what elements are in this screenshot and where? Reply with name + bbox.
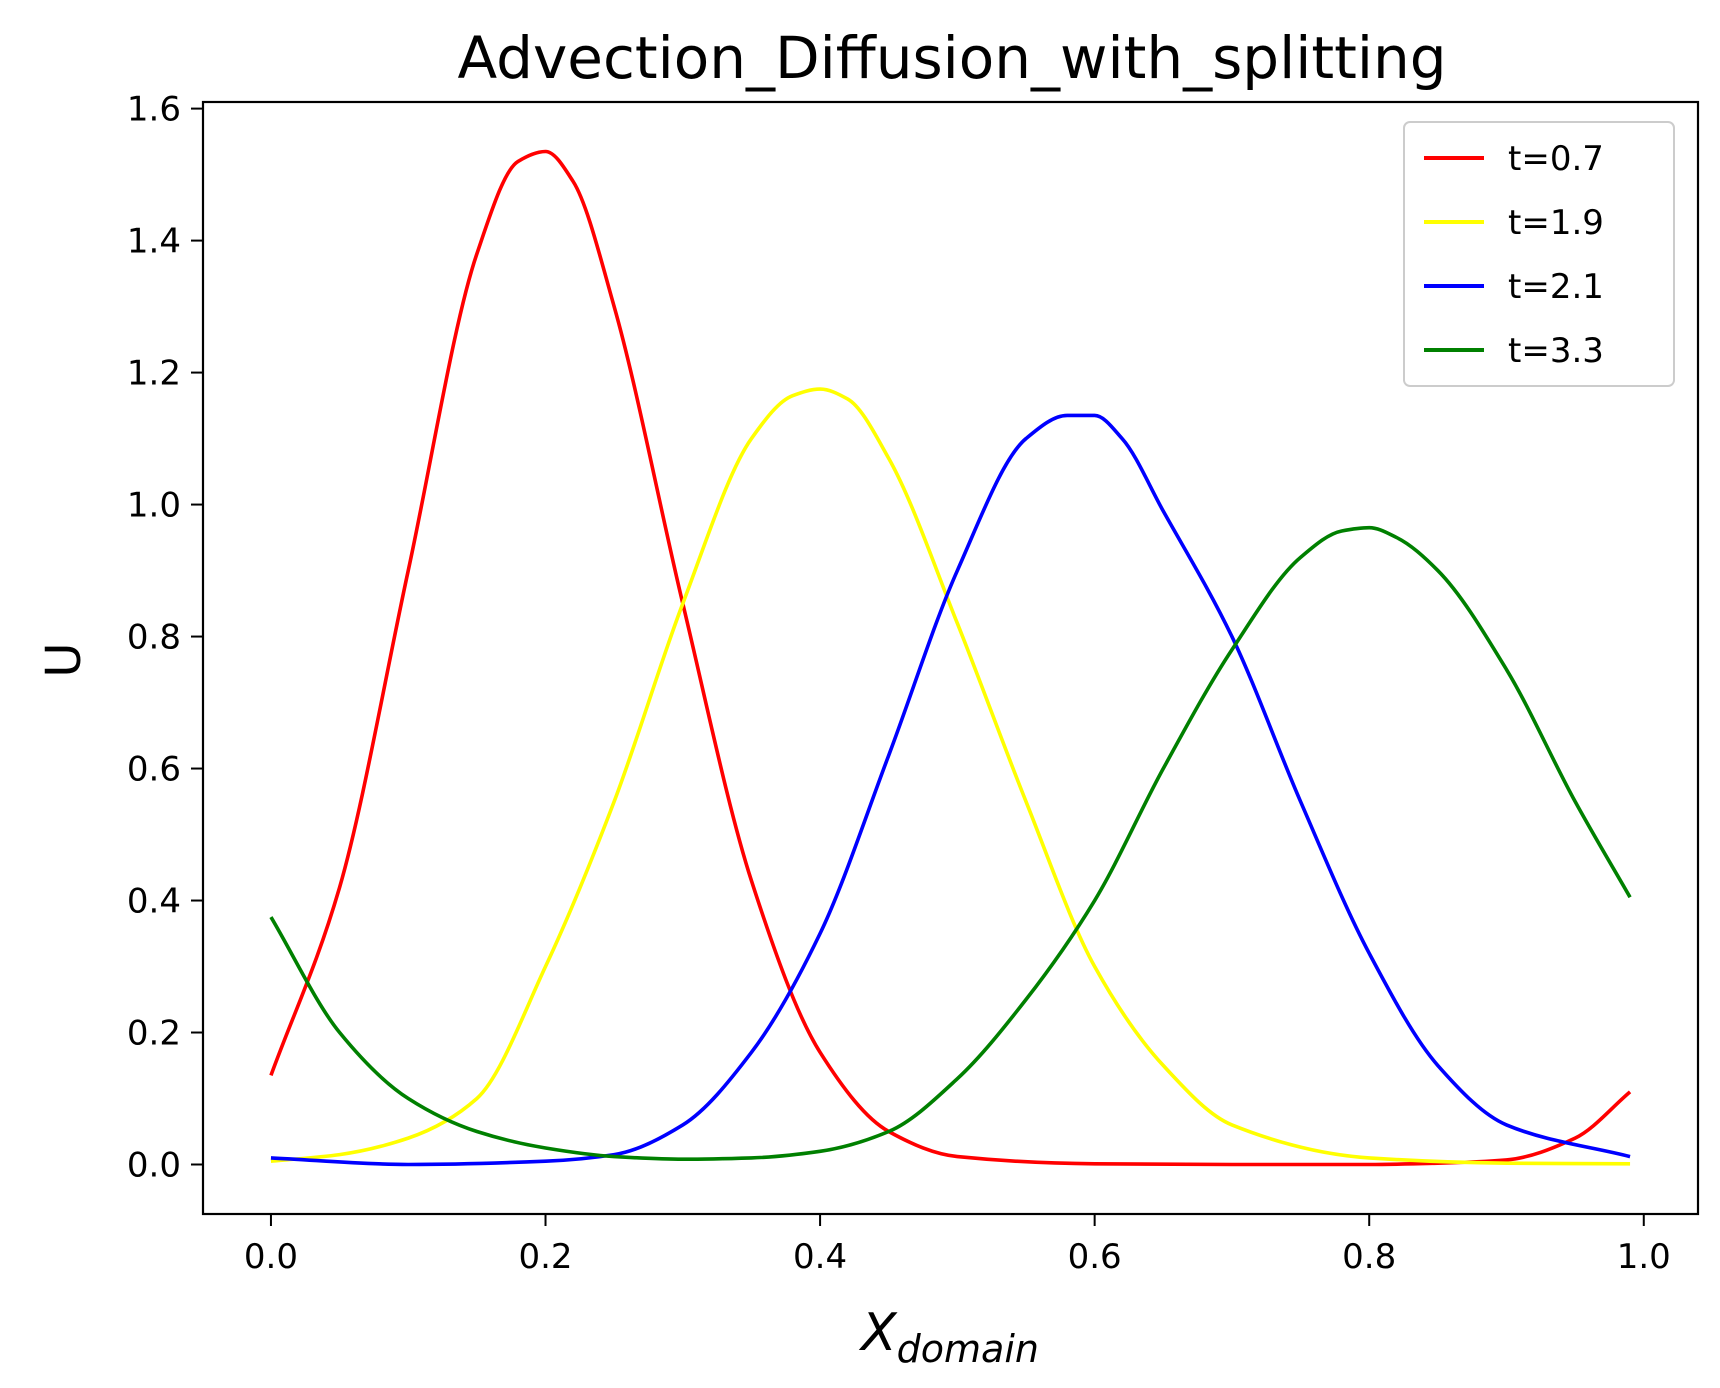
series-group [269,149,1632,1167]
y-tick-label: 0.0 [127,1146,181,1186]
x-axis-label-subscript: domain [897,1327,1039,1371]
y-axis-label: U [36,642,92,677]
legend-box [1403,121,1675,387]
y-tick-label: 1.4 [127,222,181,262]
x-axis-label: Xdomain [858,1303,1039,1371]
x-tick-label: 0.6 [1068,1237,1122,1277]
series-line-2 [270,387,1631,1166]
x-tick-label: 1.0 [1617,1237,1671,1277]
y-tick-label: 1.0 [127,486,181,526]
y-tick-label: 0.2 [127,1014,181,1054]
legend-label-2: t=1.9 [1508,203,1604,243]
y-tick-label: 1.2 [127,354,181,394]
x-axis-label-main: X [858,1303,898,1363]
legend-label-4: t=3.3 [1508,331,1604,371]
x-tick-label: 0.0 [244,1237,298,1277]
legend-label-3: t=2.1 [1508,267,1604,307]
y-tick-label: 0.8 [127,618,181,658]
legend: t=0.7 t=1.9 t=2.1 t=3.3 [1403,121,1675,387]
y-tick-label: 1.6 [127,90,181,130]
x-tick-label: 0.4 [793,1237,847,1277]
x-tick-label: 0.2 [518,1237,572,1277]
chart-title: Advection_Diffusion_with_splitting [457,24,1446,92]
y-axis-ticks: 0.0 0.2 0.4 0.6 0.8 1.0 1.2 1.4 1.6 [127,90,203,1186]
series-line-1 [269,149,1632,1167]
series-line-3 [270,413,1631,1167]
legend-label-1: t=0.7 [1508,139,1604,179]
x-axis-ticks: 0.0 0.2 0.4 0.6 0.8 1.0 [244,1214,1671,1277]
x-tick-label: 0.8 [1342,1237,1396,1277]
y-tick-label: 0.4 [127,882,181,922]
series-line-4 [269,525,1632,1162]
y-tick-label: 0.6 [127,750,181,790]
